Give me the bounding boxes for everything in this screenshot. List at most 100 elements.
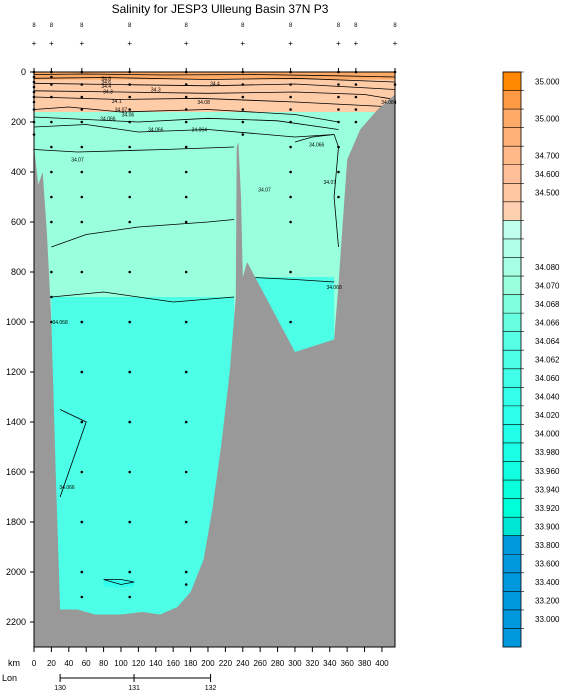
contour-label-16: 34.07 bbox=[324, 180, 337, 186]
sample-point-4-7 bbox=[184, 195, 188, 199]
sample-point-4-11 bbox=[184, 370, 188, 374]
sample-point-3-10 bbox=[128, 320, 131, 324]
lon-tick-label-1: 131 bbox=[128, 685, 140, 692]
x-tick-label-10: 200 bbox=[201, 659, 215, 668]
y-tick-label-0: 0 bbox=[21, 67, 26, 77]
sample-point-6-9 bbox=[289, 270, 292, 274]
contour-label-8: 34.07 bbox=[115, 108, 128, 114]
station-cross-8: + bbox=[354, 39, 359, 48]
contour-label-15: 34.07 bbox=[258, 188, 271, 194]
colorbar-label-21: 33.960 bbox=[535, 467, 560, 476]
sample-point-2-5 bbox=[80, 145, 84, 149]
x-tick-label-3: 60 bbox=[82, 659, 91, 668]
x-tick-label-7: 140 bbox=[149, 659, 163, 668]
colorbar-label-14: 34.064 bbox=[535, 337, 560, 346]
contour-line-5 bbox=[33, 106, 339, 123]
colorbar-swatch-17 bbox=[503, 387, 521, 407]
contour-line-6 bbox=[33, 116, 339, 130]
sample-point-6-10 bbox=[289, 320, 292, 324]
colorbar-label-16: 34.060 bbox=[535, 374, 560, 383]
colorbar-swatch-23 bbox=[503, 498, 521, 518]
station-cross-5: + bbox=[240, 39, 245, 48]
y-tick-label-11: 2200 bbox=[6, 617, 26, 627]
seafloor bbox=[34, 94, 395, 647]
sample-point-1-1 bbox=[50, 75, 53, 79]
x-tick-label-17: 340 bbox=[323, 659, 337, 668]
colorbar-swatch-26 bbox=[503, 554, 521, 574]
colorbar-swatch-19 bbox=[503, 424, 521, 444]
sample-point-6-4 bbox=[289, 120, 292, 124]
station-markers: 8 +8 +8 +8 +8 +8 +8 +8 +8 +8 + bbox=[32, 23, 398, 72]
contour-label-5: 34.3 bbox=[151, 88, 161, 94]
contour-line-11 bbox=[242, 276, 335, 283]
colorbar-swatch-24 bbox=[503, 517, 521, 537]
station-cross-3: + bbox=[127, 39, 132, 48]
colorbar-swatch-14 bbox=[503, 331, 521, 351]
sample-point-3-13 bbox=[128, 470, 131, 474]
x-tick-label-13: 260 bbox=[253, 659, 267, 668]
sample-point-4-8 bbox=[184, 220, 188, 224]
sample-point-5-2 bbox=[241, 95, 245, 99]
x-tick-label-16: 320 bbox=[306, 659, 320, 668]
sample-point-7-2 bbox=[337, 95, 340, 99]
colorbar-swatch-1 bbox=[503, 90, 521, 110]
x-tick-label-18: 360 bbox=[340, 659, 354, 668]
sample-point-3-11 bbox=[128, 370, 131, 374]
colorbar-label-26: 33.600 bbox=[535, 560, 560, 569]
sample-point-3-2 bbox=[128, 95, 131, 99]
colorbar-label-23: 33.920 bbox=[535, 504, 560, 513]
station-label-0: 8 bbox=[32, 23, 36, 29]
sample-point-6-6 bbox=[289, 170, 292, 174]
sample-point-2-16 bbox=[80, 595, 84, 599]
x-tick-label-4: 80 bbox=[99, 659, 108, 668]
sample-point-4-10 bbox=[184, 320, 188, 324]
x-tick-label-5: 100 bbox=[114, 659, 128, 668]
sample-point-3-4 bbox=[128, 120, 131, 124]
sample-point-1-6 bbox=[50, 170, 53, 174]
colorbar-swatch-3 bbox=[503, 127, 521, 147]
colorbar-swatch-2 bbox=[503, 109, 521, 128]
sample-point-2-10 bbox=[80, 320, 84, 324]
x-tick-label-19: 380 bbox=[358, 659, 372, 668]
sample-point-2-13 bbox=[80, 470, 84, 474]
colorbar-swatch-21 bbox=[503, 461, 521, 481]
contour-label-13: 34.066 bbox=[309, 143, 325, 149]
y-tick-label-9: 1800 bbox=[6, 517, 26, 527]
sample-point-7-4 bbox=[337, 120, 340, 124]
colorbar-label-15: 34.062 bbox=[535, 356, 560, 365]
sample-point-3-14 bbox=[128, 520, 131, 524]
colorbar-swatch-27 bbox=[503, 572, 521, 592]
contour-line-7 bbox=[33, 124, 335, 138]
sample-point-6-1 bbox=[289, 83, 292, 86]
colorbar-label-0: 35.000 bbox=[535, 77, 560, 86]
sample-point-8-1 bbox=[354, 83, 358, 86]
sample-point-2-11 bbox=[80, 370, 84, 374]
sample-point-2-2 bbox=[80, 95, 84, 99]
colorbar-label-18: 34.020 bbox=[535, 411, 560, 420]
contour-label-1: 34.6 bbox=[101, 80, 111, 86]
sample-point-3-8 bbox=[128, 220, 131, 224]
y-tick-label-10: 2000 bbox=[6, 567, 26, 577]
sample-point-3-15 bbox=[128, 570, 131, 574]
x-tick-label-0: 0 bbox=[32, 659, 37, 668]
sample-point-4-12 bbox=[184, 420, 188, 424]
colorbar-label-19: 34.000 bbox=[535, 430, 560, 439]
sample-point-1-11 bbox=[50, 320, 53, 324]
colorbar-swatch-11 bbox=[503, 276, 521, 295]
sample-point-3-1 bbox=[128, 83, 131, 86]
colorbar-label-25: 33.800 bbox=[535, 541, 560, 550]
colorbar-label-5: 34.600 bbox=[535, 170, 560, 179]
station-cross-4: + bbox=[184, 39, 189, 48]
sample-point-4-14 bbox=[184, 520, 188, 524]
colorbar-swatch-28 bbox=[503, 591, 521, 611]
station-cross-6: + bbox=[288, 39, 293, 48]
colorbar-swatch-5 bbox=[503, 164, 521, 184]
contour-label-9: 34.066 bbox=[100, 116, 116, 122]
lon-tick-label-0: 130 bbox=[54, 685, 66, 692]
colorbar-swatch-25 bbox=[503, 535, 521, 555]
station-cross-2: + bbox=[80, 39, 85, 48]
colorbar-label-22: 33.940 bbox=[535, 485, 560, 494]
station-label-3: 8 bbox=[128, 23, 132, 29]
colorbar-label-12: 34.068 bbox=[535, 300, 560, 309]
contour-line-3 bbox=[33, 90, 396, 100]
